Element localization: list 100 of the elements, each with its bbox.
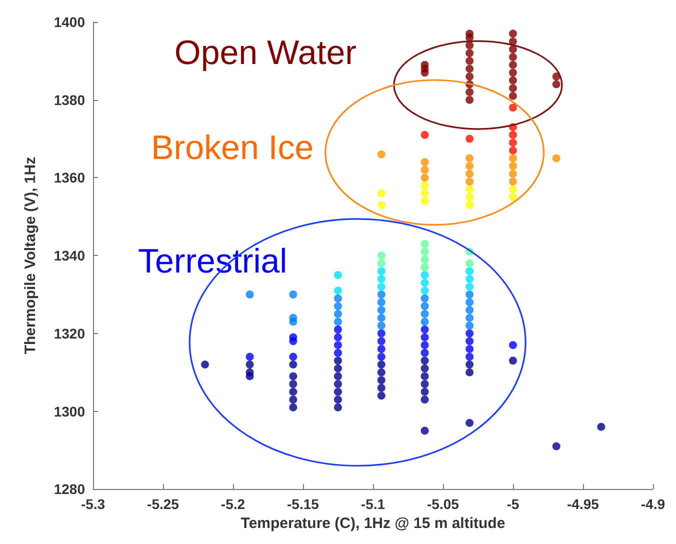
point <box>466 170 474 178</box>
point <box>334 286 342 295</box>
point <box>246 352 254 361</box>
point <box>466 337 474 346</box>
point <box>289 314 298 322</box>
point <box>420 255 429 264</box>
point <box>597 422 606 431</box>
point <box>377 298 386 306</box>
point <box>508 30 517 38</box>
point <box>552 442 560 450</box>
point <box>466 267 474 276</box>
point <box>508 45 517 54</box>
point <box>334 372 342 380</box>
x-tick-label: -5.25 <box>147 496 180 512</box>
point <box>508 130 517 139</box>
point <box>377 314 386 322</box>
y-axis-title: Thermopile Voltage (V), 1Hz <box>22 156 39 354</box>
point <box>289 396 298 404</box>
point <box>420 294 429 302</box>
point <box>377 274 386 283</box>
point <box>334 380 342 388</box>
point <box>508 178 517 186</box>
point <box>466 185 474 194</box>
point <box>289 403 298 412</box>
point <box>508 154 517 162</box>
point <box>289 333 298 342</box>
point <box>420 396 429 404</box>
point <box>420 197 429 206</box>
point <box>420 426 429 435</box>
point <box>466 162 474 170</box>
point <box>334 294 342 302</box>
point <box>289 380 298 388</box>
point <box>508 76 517 84</box>
point <box>289 352 298 361</box>
point <box>334 302 342 310</box>
point <box>334 364 342 372</box>
point <box>334 356 342 365</box>
point <box>289 360 298 369</box>
point <box>466 314 474 322</box>
point <box>246 290 254 298</box>
point <box>420 271 429 280</box>
point <box>466 193 474 202</box>
point <box>466 178 474 186</box>
point <box>334 310 342 318</box>
point <box>466 352 474 361</box>
point <box>334 333 342 342</box>
point <box>508 53 517 62</box>
point <box>200 360 209 369</box>
point <box>420 166 429 174</box>
y-tick-label: 1360 <box>54 170 86 186</box>
point <box>420 356 429 365</box>
point <box>420 364 429 372</box>
y-tick-label: 1280 <box>54 481 86 498</box>
point <box>508 356 517 365</box>
point <box>377 329 386 338</box>
point <box>466 360 474 369</box>
point <box>466 41 474 50</box>
point <box>466 49 474 58</box>
point <box>377 259 386 268</box>
point <box>466 306 474 314</box>
point <box>466 30 474 38</box>
point <box>466 72 474 80</box>
point <box>377 282 386 291</box>
point <box>420 248 429 256</box>
point <box>420 388 429 396</box>
point <box>246 368 254 376</box>
point <box>377 384 386 392</box>
point <box>508 170 517 178</box>
point <box>508 104 517 112</box>
annotation: Open Water <box>174 34 356 72</box>
point <box>377 150 386 158</box>
point <box>420 263 429 272</box>
point <box>420 302 429 310</box>
point <box>466 322 474 330</box>
point <box>466 298 474 306</box>
point <box>334 318 342 326</box>
point <box>420 278 429 287</box>
point <box>508 92 517 100</box>
point <box>552 80 560 88</box>
point <box>466 134 474 143</box>
point <box>377 376 386 384</box>
point <box>508 84 517 92</box>
point <box>289 372 298 380</box>
point <box>377 306 386 314</box>
y-tick-label: 1340 <box>54 248 86 264</box>
point <box>246 360 254 369</box>
x-axis-title: Temperature (C), 1Hz @ 15 m altitude <box>240 515 506 532</box>
point <box>508 341 517 350</box>
y-tick-label: 1320 <box>54 325 86 342</box>
point <box>508 68 517 77</box>
point <box>420 181 429 190</box>
point <box>334 341 342 350</box>
point <box>377 290 386 298</box>
point <box>508 185 517 194</box>
point <box>420 240 429 248</box>
x-tick-label: -5.05 <box>427 496 460 512</box>
point <box>377 200 386 209</box>
point <box>420 174 429 182</box>
x-tick-label: -4.95 <box>566 496 600 512</box>
point <box>466 282 474 291</box>
